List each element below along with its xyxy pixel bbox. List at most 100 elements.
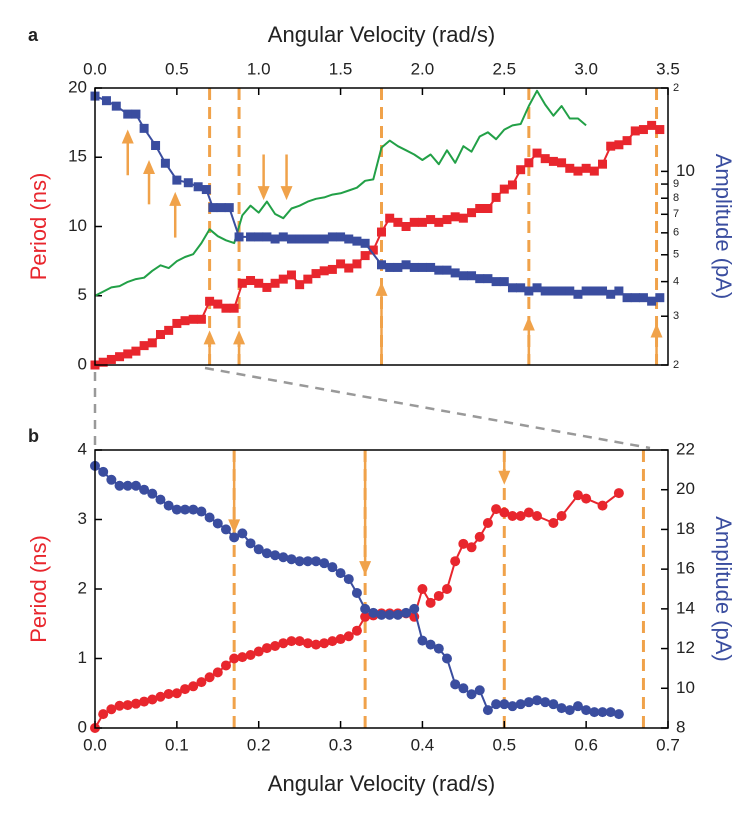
point xyxy=(458,271,468,281)
x-tick-label: 2.0 xyxy=(411,59,435,78)
point xyxy=(548,156,558,166)
point xyxy=(466,689,477,700)
point xyxy=(311,269,321,279)
y2-tick-label: 10 xyxy=(676,678,695,697)
point xyxy=(499,277,509,287)
y-tick-label: 10 xyxy=(68,216,87,235)
point xyxy=(516,283,526,293)
point xyxy=(598,286,608,296)
point xyxy=(532,511,543,522)
point xyxy=(180,316,190,326)
point xyxy=(213,299,223,309)
point xyxy=(368,245,378,255)
point xyxy=(212,518,223,529)
point xyxy=(237,528,248,539)
point xyxy=(433,643,444,654)
point xyxy=(433,590,444,601)
y2-tick-label: 8 xyxy=(673,192,679,204)
point xyxy=(442,215,452,225)
point xyxy=(614,286,624,296)
point xyxy=(245,538,256,549)
point xyxy=(556,511,567,522)
x-tick-label: 3.5 xyxy=(656,59,680,78)
series-line xyxy=(94,89,587,297)
arrow xyxy=(375,281,388,365)
point xyxy=(344,234,354,244)
arrow xyxy=(359,450,372,576)
point xyxy=(327,264,337,274)
y2-tick-label: 5 xyxy=(673,249,679,261)
point xyxy=(540,154,550,164)
point xyxy=(171,504,182,515)
point xyxy=(589,166,599,176)
point xyxy=(360,611,371,622)
point xyxy=(409,603,420,614)
point xyxy=(311,556,322,567)
point xyxy=(523,697,534,708)
arrow xyxy=(280,154,293,201)
point xyxy=(311,234,321,244)
arrow-head xyxy=(650,323,663,338)
x-tick-label: 0.6 xyxy=(574,735,598,754)
point xyxy=(183,178,193,188)
point xyxy=(336,232,346,242)
point xyxy=(491,504,502,515)
point xyxy=(229,303,239,313)
point xyxy=(441,584,452,594)
point xyxy=(467,271,477,281)
point xyxy=(417,217,427,227)
arrow-head xyxy=(203,330,216,345)
point xyxy=(401,260,411,270)
point xyxy=(426,215,436,225)
point xyxy=(270,550,281,561)
x-axis-title: Angular Velocity (rad/s) xyxy=(268,22,495,47)
point xyxy=(647,120,657,130)
point xyxy=(302,556,313,567)
point xyxy=(466,542,477,553)
point xyxy=(286,636,297,647)
point xyxy=(524,286,534,296)
point xyxy=(614,140,624,150)
point xyxy=(224,203,234,213)
point xyxy=(204,512,215,523)
point xyxy=(180,684,191,695)
y-tick-label: 15 xyxy=(68,147,87,166)
point xyxy=(237,652,248,663)
point xyxy=(597,500,608,511)
x-tick-label: 0.2 xyxy=(247,735,271,754)
point xyxy=(220,524,231,535)
point xyxy=(581,163,591,173)
point xyxy=(516,165,526,175)
point xyxy=(581,705,592,716)
arrow-head xyxy=(143,160,156,175)
point xyxy=(622,293,632,303)
point xyxy=(327,562,338,573)
point xyxy=(270,640,281,651)
point xyxy=(261,643,272,654)
y-tick-label: 2 xyxy=(78,578,87,597)
point xyxy=(540,286,550,296)
point xyxy=(101,96,111,106)
y2-axis-title: Amplitude (pA) xyxy=(711,516,736,662)
point xyxy=(123,349,133,359)
arrow xyxy=(522,316,535,365)
arrow-head xyxy=(375,281,388,296)
point xyxy=(106,354,116,364)
point xyxy=(114,480,125,491)
arrow-head xyxy=(280,186,293,201)
y2-tick-label: 10 xyxy=(676,161,695,180)
point xyxy=(188,681,199,692)
x-tick-label: 0.0 xyxy=(83,735,107,754)
point xyxy=(98,466,109,477)
point xyxy=(295,234,305,244)
point xyxy=(548,517,559,528)
y-axis-title: Period (ns) xyxy=(26,173,51,281)
point xyxy=(229,653,240,664)
point xyxy=(188,314,198,324)
arrow-head xyxy=(121,129,134,144)
point xyxy=(139,696,150,707)
point xyxy=(352,259,362,269)
point xyxy=(208,203,218,213)
point xyxy=(205,296,215,306)
point xyxy=(286,270,296,280)
